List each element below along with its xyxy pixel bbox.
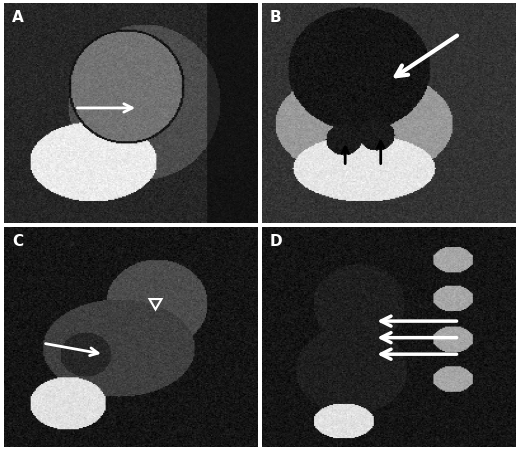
Text: D: D [270,234,282,249]
Text: C: C [12,234,23,249]
Text: B: B [270,10,281,25]
Text: A: A [12,10,23,25]
